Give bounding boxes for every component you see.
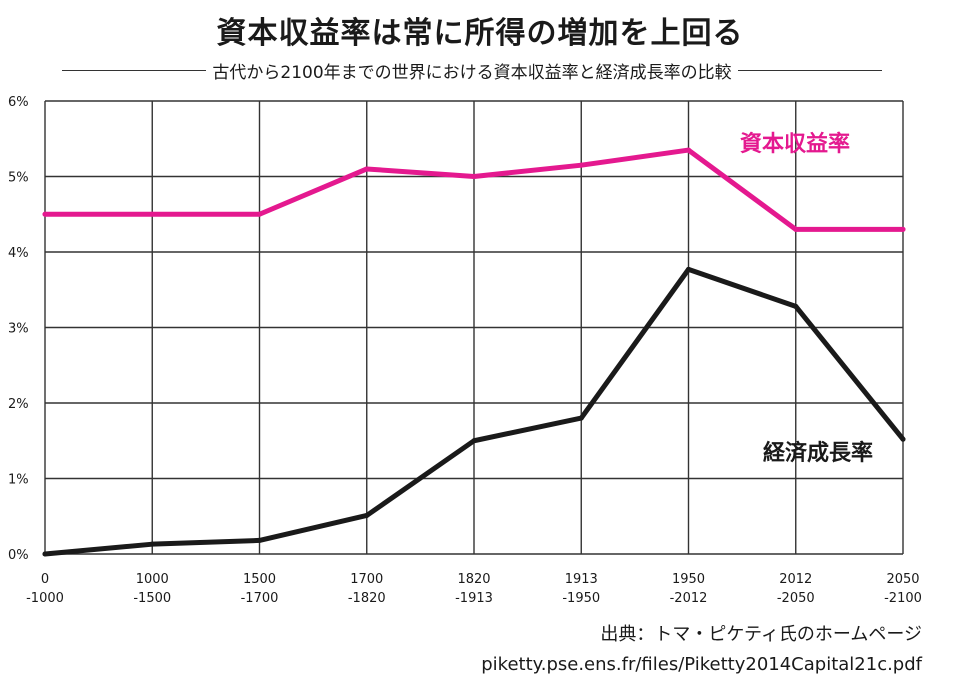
data-point <box>686 147 691 153</box>
chart-title: 資本収益率は常に所得の増加を上回る <box>216 16 744 51</box>
x-tick-label: 1950 <box>672 572 705 587</box>
y-tick-label: 5% <box>8 171 29 186</box>
data-point <box>42 211 48 217</box>
data-point <box>578 415 584 421</box>
y-tick-label: 0% <box>8 548 29 563</box>
series-label: 資本収益率 <box>740 131 850 157</box>
data-point <box>149 541 155 547</box>
y-tick-label: 6% <box>8 95 29 110</box>
source-note: 出典：トマ・ピケティ氏のホームページ piketty.pse.ens.fr/fi… <box>481 620 922 680</box>
source-line-1: 出典：トマ・ピケティ氏のホームページ <box>600 624 922 645</box>
data-point <box>149 211 155 217</box>
x-tick-label: 0 <box>41 572 49 587</box>
x-tick-label: 1700 <box>350 572 383 587</box>
data-point <box>471 438 477 444</box>
data-point <box>42 551 48 557</box>
y-tick-label: 4% <box>8 246 29 261</box>
data-point <box>793 226 799 232</box>
y-tick-label: 1% <box>8 473 29 488</box>
subtitle-rule-left <box>62 69 207 71</box>
data-point <box>578 162 584 168</box>
y-tick-label: 2% <box>8 397 29 412</box>
data-point <box>364 512 370 518</box>
series-label: 経済成長率 <box>763 440 873 466</box>
x-tick-label: -1913 <box>455 591 493 606</box>
x-tick-label: -2012 <box>670 591 708 606</box>
data-point <box>364 166 370 172</box>
x-tick-label: -1700 <box>241 591 279 606</box>
x-tick-label: 2012 <box>779 572 812 587</box>
data-point <box>257 211 262 217</box>
data-point <box>900 436 906 442</box>
source-line-2: piketty.pse.ens.fr/files/Piketty2014Capi… <box>481 654 922 675</box>
x-tick-label: 2050 <box>886 572 919 587</box>
x-tick-label: -2100 <box>884 591 922 606</box>
x-tick-label: -1500 <box>133 591 171 606</box>
data-point <box>793 303 799 309</box>
x-tick-label: -1820 <box>348 591 386 606</box>
y-tick-label: 3% <box>8 322 29 337</box>
data-point <box>900 226 906 232</box>
data-point <box>471 174 477 179</box>
data-point <box>686 266 691 272</box>
subtitle-row: 古代から2100年までの世界における資本収益率と経済成長率の比較 <box>62 58 883 83</box>
x-tick-label: 1913 <box>565 572 598 587</box>
x-tick-label: 1820 <box>457 572 490 587</box>
x-tick-label: 1000 <box>136 572 169 587</box>
x-tick-label: -1000 <box>26 591 64 606</box>
chart-subtitle: 古代から2100年までの世界における資本収益率と経済成長率の比較 <box>212 62 732 83</box>
subtitle-rule-right <box>737 69 883 71</box>
x-tick-label: 1500 <box>243 572 276 587</box>
x-tick-label: -1950 <box>562 591 600 606</box>
line-chart: 0% 1% 2% 3% 4% 5% 6% 0 -1000 1000 -1500 1500 -1700 17… <box>8 95 922 606</box>
x-tick-label: -2050 <box>777 591 815 606</box>
data-point <box>257 537 262 543</box>
